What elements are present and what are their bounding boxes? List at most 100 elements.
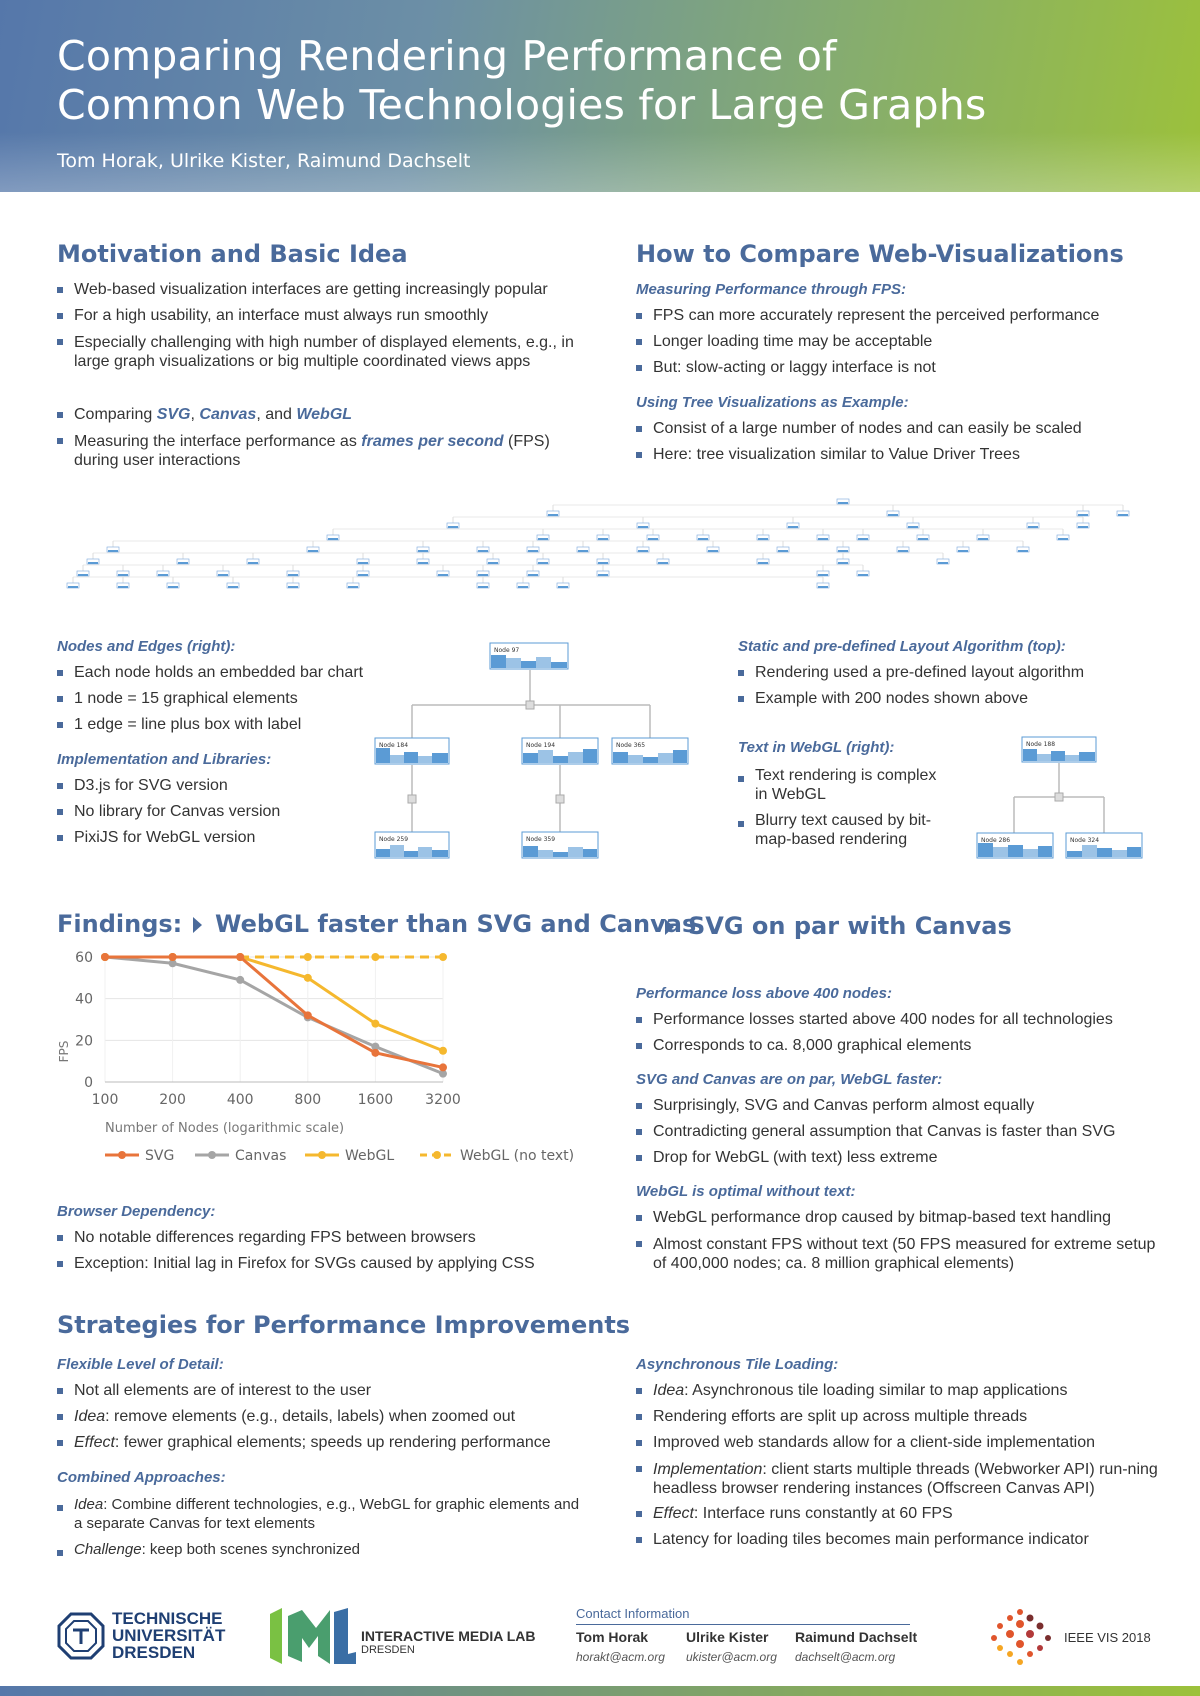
list-item: Idea: Asynchronous tile loading similar … (636, 1378, 1166, 1404)
legend-label: WebGL (no text) (460, 1148, 574, 1164)
list-item: Implementation: client starts multiple t… (636, 1456, 1166, 1498)
list-item: Longer loading time may be acceptable (636, 329, 1156, 355)
browser-subheading: Browser Dependency: (57, 1203, 216, 1220)
list-item: Idea: Combine different technologies, e.… (57, 1495, 587, 1533)
list-item: No library for Canvas version (57, 799, 387, 825)
contact-email[interactable]: ukister@acm.org (686, 1650, 777, 1664)
tree-node-bar (308, 550, 318, 552)
x-tick-label: 200 (159, 1092, 186, 1108)
tree-node-bar (538, 562, 548, 564)
tree-node-bar (478, 586, 488, 588)
browser-list: No notable differences regarding FPS bet… (57, 1225, 587, 1277)
tree-node-bar (418, 550, 428, 552)
data-point (303, 973, 312, 982)
webgl-text-subheading: Text in WebGL (right): (738, 739, 895, 756)
impl-list: D3.js for SVG version No library for Can… (57, 773, 387, 851)
y-axis-label: FPS (57, 1041, 71, 1063)
contact-email[interactable]: horakt@acm.org (576, 1650, 665, 1664)
title-line-2: Common Web Technologies for Large Graphs (57, 81, 987, 129)
tree-node-bar (328, 538, 338, 540)
tree-node-bar (938, 562, 948, 564)
data-point (168, 953, 177, 961)
svg-text:Node 194: Node 194 (526, 742, 555, 749)
tree-node-bar (958, 550, 968, 552)
node-box: Node 188 (1021, 736, 1097, 763)
tree-node-bar (1028, 526, 1038, 528)
list-item: WebGL performance drop caused by bitmap-… (636, 1205, 1166, 1231)
conference-label: IEEE VIS 2018 (1064, 1630, 1151, 1645)
list-item: Blurry text caused by bit-map-based rend… (738, 811, 953, 849)
legend-marker (433, 1151, 441, 1159)
tree-node-bar (708, 550, 718, 552)
iml-logo-icon (270, 1608, 356, 1664)
list-item: Performance losses started above 400 nod… (636, 1007, 1166, 1033)
x-tick-label: 400 (227, 1092, 254, 1108)
series-line (105, 955, 444, 1069)
no-text-subheading: WebGL is optimal without text: (636, 1183, 856, 1200)
ieee-vis-logo-icon (991, 1609, 1051, 1665)
tree-node-bar (158, 574, 168, 576)
tree-node-bar (78, 574, 88, 576)
tree-node-bar (1058, 538, 1068, 540)
tree-node-bar (118, 574, 128, 576)
list-item: Web-based visualization interfaces are g… (57, 277, 577, 303)
data-point (101, 953, 109, 961)
tree-node-bar (778, 550, 788, 552)
svg-text:Node 188: Node 188 (1026, 741, 1055, 748)
fps-line-chart: 0 20 40 60 100 200 400 800 1600 3200 FPS Number of … (57, 950, 574, 1164)
no-text-list: WebGL performance drop caused by bitmap-… (636, 1205, 1166, 1273)
contact-email[interactable]: dachselt@acm.org (795, 1650, 896, 1664)
legend-marker (118, 1151, 126, 1159)
x-tick-label: 3200 (425, 1092, 461, 1108)
tree-node-bar (638, 526, 648, 528)
node-box: Node 365 (611, 737, 689, 765)
tree-node-bar (818, 586, 828, 588)
list-item: Measuring the interface performance as f… (57, 428, 577, 470)
y-tick-label: 40 (75, 992, 93, 1008)
tree-node-bar (118, 586, 128, 588)
list-item: Example with 200 nodes shown above (738, 686, 1158, 712)
svg-text:Node 365: Node 365 (616, 742, 645, 749)
y-tick-label: 60 (75, 950, 93, 966)
arrow-icon (665, 919, 674, 935)
data-point (439, 1046, 447, 1055)
node-box: Node 184 (374, 737, 450, 765)
data-point (236, 975, 245, 984)
list-item: Effect: Interface runs constantly at 60 … (636, 1501, 1166, 1527)
combined-subheading: Combined Approaches: (57, 1469, 226, 1486)
par-list: Surprisingly, SVG and Canvas perform alm… (636, 1093, 1166, 1171)
series-line (105, 955, 444, 1053)
list-item: PixiJS for WebGL version (57, 825, 387, 851)
motivation-list: Web-based visualization interfaces are g… (57, 277, 577, 371)
finding-1: WebGL faster than SVG and Canvas (215, 910, 697, 938)
tree-node-bar (248, 562, 258, 564)
tree-node-bar (108, 550, 118, 552)
tu-dresden-logo-icon (57, 1612, 105, 1660)
list-item: 1 node = 15 graphical elements (57, 686, 387, 712)
contact-name: Raimund Dachselt (795, 1629, 918, 1645)
tree-node-bar (838, 502, 848, 504)
tree-node-bar (638, 550, 648, 552)
list-item: Contradicting general assumption that Ca… (636, 1119, 1166, 1145)
tu-dresden-logo: TECHNISCHE UNIVERSITÄT DRESDEN (112, 1609, 226, 1662)
tree-node-bar (578, 550, 588, 552)
tree-node-bar (478, 574, 488, 576)
list-item: For a high usability, an interface must … (57, 303, 577, 329)
y-tick-label: 0 (84, 1075, 93, 1091)
tree-node-bar (1078, 514, 1088, 516)
svg-text:Node 359: Node 359 (526, 836, 555, 843)
y-tick-label: 20 (75, 1033, 93, 1049)
lod-subheading: Flexible Level of Detail: (57, 1356, 224, 1373)
svg-text:Node 184: Node 184 (379, 742, 408, 749)
data-point (303, 953, 312, 961)
series-line (104, 955, 444, 1076)
tree-node-bar (658, 562, 668, 564)
tree-node-bar (908, 526, 918, 528)
tree-node-bar (1018, 550, 1028, 552)
footer-band (0, 1686, 1200, 1696)
tree-node-bar (648, 538, 658, 540)
tree-node-bar (548, 514, 558, 516)
data-point (371, 1048, 380, 1057)
tree-node-bar (888, 514, 898, 516)
tree-node-bar (598, 574, 608, 576)
